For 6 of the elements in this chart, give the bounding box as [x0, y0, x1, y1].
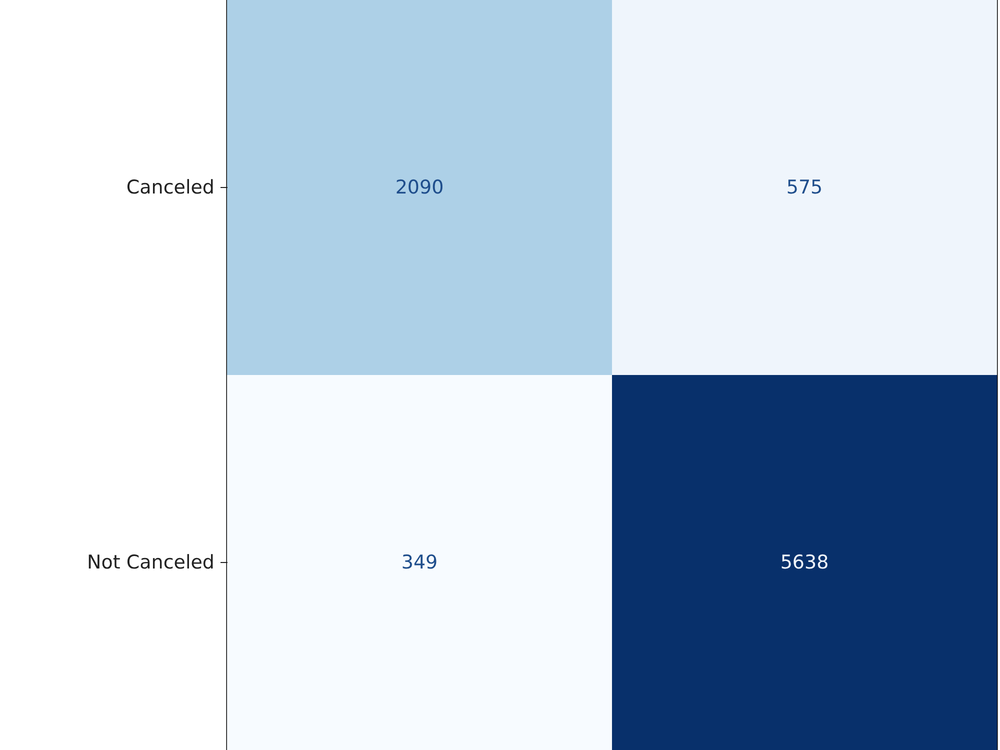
y-tick-label: Canceled	[126, 176, 214, 198]
y-tick-label: Not Canceled	[87, 552, 214, 574]
data-label: 2090	[395, 176, 444, 198]
data-label: 5638	[780, 552, 829, 574]
data-label: 349	[401, 552, 438, 574]
data-label: 575	[786, 176, 823, 198]
